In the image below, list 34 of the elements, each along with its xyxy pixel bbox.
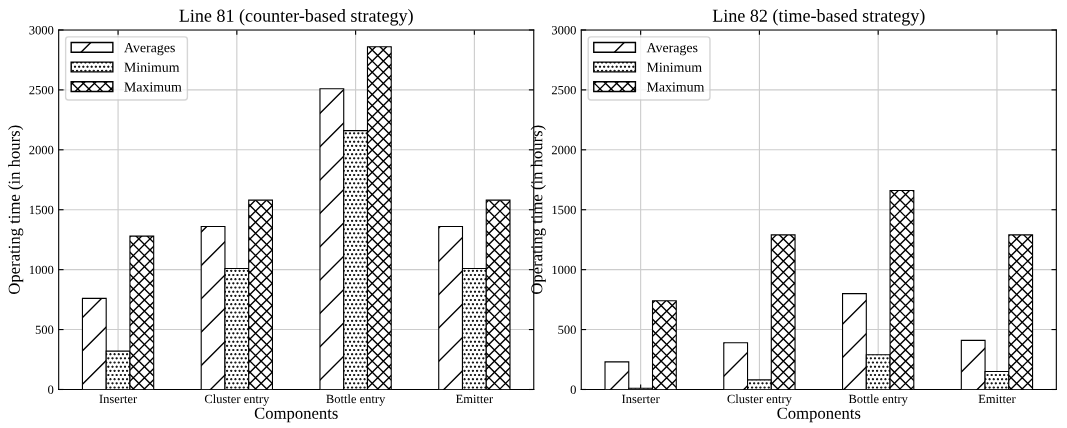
y-tick-label: 0	[48, 385, 54, 394]
y-tick-label: 0	[570, 385, 576, 394]
y-tick-label: 1500	[552, 205, 576, 215]
legend-label: Maximum	[124, 82, 182, 92]
y-tick-label: 2000	[29, 145, 54, 155]
x-tick-label: Bottle entry	[848, 394, 908, 406]
x-axis-title: Components	[254, 407, 338, 423]
y-tick-label: 2500	[551, 85, 576, 95]
y-tick-label: 1000	[29, 265, 54, 275]
chart-title: Line 81 (counter-based strategy)	[179, 9, 413, 26]
x-tick-label: Inserter	[622, 394, 660, 404]
y-axis-title: Operating time (in hours)	[8, 125, 24, 294]
y-axis-title: Operating time (in hours)	[530, 125, 546, 294]
y-tick-label: 3000	[552, 25, 576, 35]
y-tick-label: 2000	[551, 145, 576, 155]
x-axis-title: Components	[777, 407, 861, 423]
legend-label: Minimum	[646, 62, 702, 72]
x-tick-label: Bottle entry	[326, 394, 386, 406]
legend-label: Averages	[646, 43, 698, 56]
x-tick-label: Emitter	[978, 394, 1016, 404]
legend-label: Minimum	[124, 62, 180, 72]
chart-title: Line 82 (time-based strategy)	[712, 9, 925, 26]
x-tick-label: Inserter	[99, 394, 138, 404]
y-tick-label: 3000	[29, 25, 54, 35]
legend-label: Averages	[124, 43, 175, 56]
x-tick-label: Emitter	[455, 394, 494, 404]
y-tick-label: 500	[558, 325, 576, 335]
x-tick-label: Cluster entry	[204, 394, 270, 406]
x-tick-label: Cluster entry	[727, 394, 792, 406]
y-tick-label: 1000	[552, 265, 576, 275]
y-tick-label: 1500	[29, 205, 54, 215]
y-tick-label: 2500	[29, 85, 54, 95]
y-tick-label: 500	[35, 325, 54, 335]
legend-label: Maximum	[646, 82, 705, 92]
